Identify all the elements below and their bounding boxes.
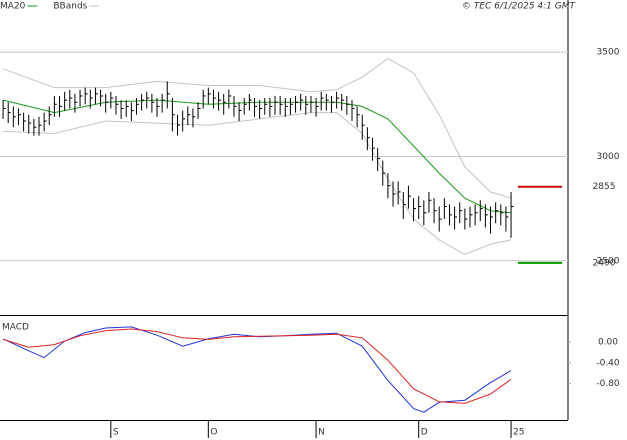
y-tick-label: -0.80 [596,379,620,389]
level-label: 2490 [593,258,616,268]
x-tick-label: D [421,428,428,438]
source: © TEC 6/1/2025 4:1 GMT [462,2,577,12]
y-tick-label: 3000 [597,152,620,162]
y-tick-label: 2500 [597,256,620,266]
y-tick-label: 0.00 [598,338,618,348]
y-tick-label: 3500 [597,48,620,58]
level-label: 2855 [593,182,616,192]
legend-label: BBands [53,2,87,12]
panel-title: MACD [2,323,29,333]
x-tick-label: 25 [513,428,524,438]
legend-label: MA20 [0,2,26,12]
band-line [3,112,512,256]
x-tick-label: O [210,428,217,438]
band-line [2,57,512,199]
macd-line [2,328,512,404]
y-tick-label: -0.40 [596,358,620,368]
x-tick-label: S [113,428,119,438]
x-tick-label: N [318,428,325,438]
